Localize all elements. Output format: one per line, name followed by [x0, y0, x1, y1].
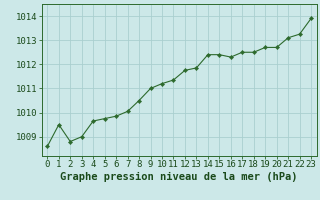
X-axis label: Graphe pression niveau de la mer (hPa): Graphe pression niveau de la mer (hPa): [60, 172, 298, 182]
